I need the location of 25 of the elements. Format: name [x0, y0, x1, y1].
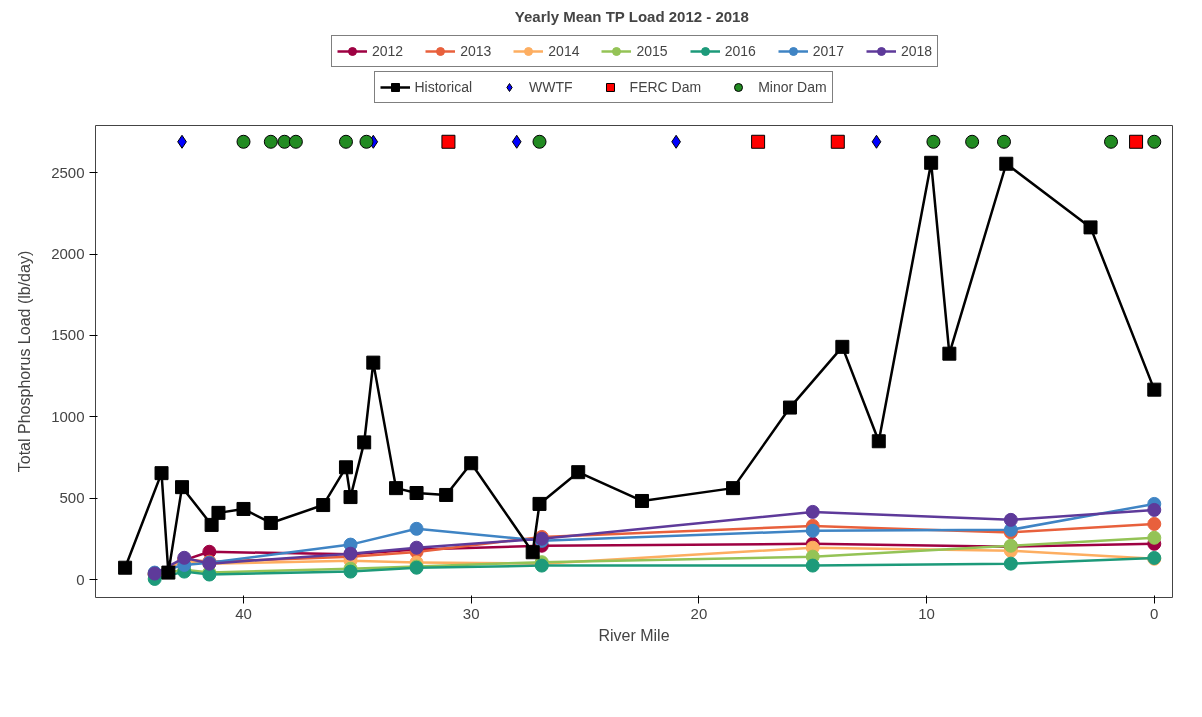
y-tick-label: 1000	[51, 407, 85, 425]
y-tick-label: 500	[59, 489, 85, 507]
legend-label: 2016	[724, 43, 756, 59]
legend-label: Historical	[414, 79, 473, 95]
x-tick-label: 10	[918, 604, 935, 622]
y-tick-label: 2500	[51, 163, 85, 181]
x-tick-label: 20	[690, 604, 708, 622]
legend-label: Minor Dam	[758, 79, 827, 95]
y-axis-title: Total Phosphorus Load (lb/day)	[16, 250, 34, 473]
x-axis-title: River Mile	[598, 626, 670, 644]
legend-label: 2013	[460, 43, 492, 59]
x-tick-label: 40	[235, 604, 252, 622]
legend-label: 2012	[372, 43, 404, 59]
chart-title: Yearly Mean TP Load 2012 - 2018	[514, 7, 749, 25]
legend-label: FERC Dam	[629, 79, 702, 95]
legend-label: 2017	[812, 43, 844, 59]
y-tick-label: 1500	[51, 326, 85, 344]
legend-label: WWTF	[529, 79, 573, 95]
legend-label: 2018	[900, 43, 933, 59]
x-tick-label: 0	[1150, 604, 1159, 622]
legend-label: 2015	[636, 43, 668, 59]
legend-label: 2014	[548, 43, 580, 59]
y-tick-label: 2000	[51, 245, 85, 263]
y-tick-label: 0	[76, 570, 85, 588]
x-tick-label: 30	[462, 604, 480, 622]
